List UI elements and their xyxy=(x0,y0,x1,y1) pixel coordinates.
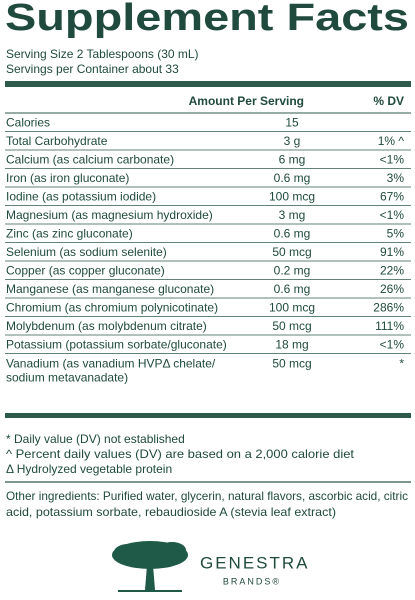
footnote: Δ Hydrolyzed vegetable protein xyxy=(6,462,172,476)
nutrient-name: Iron (as iron gluconate) xyxy=(6,171,129,185)
daily-value: 111% xyxy=(375,319,404,333)
amount: 100 mcg xyxy=(269,300,315,314)
daily-value: 67% xyxy=(380,189,404,203)
daily-value: 3% xyxy=(387,171,405,185)
nutrient-name: Calcium (as calcium carbonate) xyxy=(6,152,174,166)
daily-value: * xyxy=(399,357,404,371)
amount: 18 mg xyxy=(275,337,308,351)
amount: 15 xyxy=(285,115,299,129)
dv-header: % DV xyxy=(373,94,404,108)
nutrient-name: Potassium (potassium sorbate/gluconate) xyxy=(6,337,227,351)
amount: 50 mcg xyxy=(272,357,311,371)
daily-value: <1% xyxy=(380,208,405,222)
nutrient-name: Magnesium (as magnesium hydroxide) xyxy=(6,208,213,222)
thick-rule xyxy=(5,81,411,87)
daily-value: <1% xyxy=(380,337,405,351)
daily-value: 286% xyxy=(373,300,404,314)
title: Supplement Facts xyxy=(5,0,409,39)
amount: 0.6 mg xyxy=(274,171,311,185)
ingredients-line: acid, potassium sorbate, rebaudioside A … xyxy=(6,505,336,519)
ingredients-line: Other ingredients: Purified water, glyce… xyxy=(6,489,408,503)
daily-value: 5% xyxy=(387,226,405,240)
daily-value: 1% ^ xyxy=(378,134,405,148)
tree-logo xyxy=(112,541,188,592)
brand-name: GENESTRA xyxy=(200,553,310,572)
brand-sub: BRANDS® xyxy=(223,576,281,586)
nutrient-name: Total Carbohydrate xyxy=(6,134,108,148)
nutrient-name: Selenium (as sodium selenite) xyxy=(6,245,167,259)
daily-value: <1% xyxy=(380,152,405,166)
thick-rule xyxy=(5,413,411,418)
amount: 100 mcg xyxy=(269,189,315,203)
nutrient-name: Iodine (as potassium iodide) xyxy=(6,189,156,203)
amount: 50 mcg xyxy=(272,245,311,259)
nutrient-name: Zinc (as zinc gluconate) xyxy=(6,226,133,240)
amount: 0.6 mg xyxy=(274,282,311,296)
amount: 0.2 mg xyxy=(274,263,311,277)
amount: 50 mcg xyxy=(272,319,311,333)
daily-value: 91% xyxy=(380,245,404,259)
serving-size: Serving Size 2 Tablespoons (30 mL) xyxy=(6,47,199,61)
daily-value: 26% xyxy=(380,282,404,296)
nutrient-name: sodium metavanadate) xyxy=(6,371,128,385)
amount: 3 g xyxy=(284,134,301,148)
nutrient-name: Copper (as copper gluconate) xyxy=(6,263,165,277)
servings-per-container: Servings per Container about 33 xyxy=(6,62,179,76)
amount: 6 mg xyxy=(279,152,306,166)
footnote: * Daily value (DV) not established xyxy=(6,432,185,446)
nutrient-name: Manganese (as manganese gluconate) xyxy=(6,282,214,296)
rows: Calories 15 Total Carbohydrate 3 g 1% ^ Calci… xyxy=(5,115,411,385)
daily-value: 22% xyxy=(380,263,404,277)
nutrient-name: Chromium (as chromium polynicotinate) xyxy=(6,300,218,314)
amount: 0.6 mg xyxy=(274,226,311,240)
amount: 3 mg xyxy=(279,208,306,222)
nutrient-name: Molybdenum (as molybdenum citrate) xyxy=(6,319,207,333)
nutrient-name: Calories xyxy=(6,115,50,129)
nutrient-name: Vanadium (as vanadium HVPΔ chelate/ xyxy=(6,357,216,371)
amount-header: Amount Per Serving xyxy=(189,94,304,108)
footnote: ^ Percent daily values (DV) are based on… xyxy=(6,447,355,461)
